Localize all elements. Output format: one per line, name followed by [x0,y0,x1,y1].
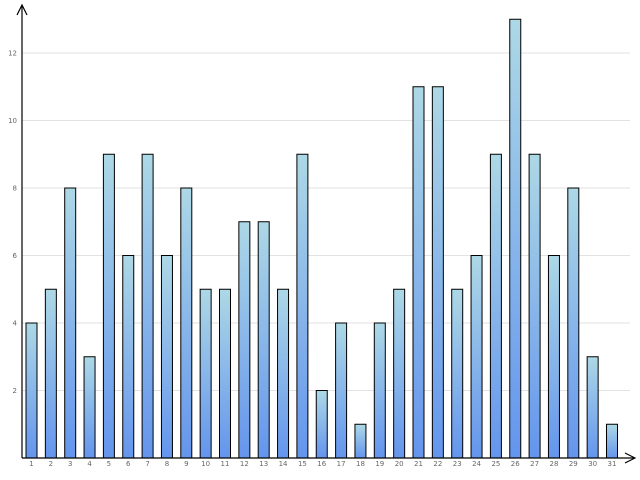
x-tick-label: 5 [107,460,111,468]
x-tick-label: 20 [395,460,404,468]
x-tick-label: 9 [184,460,188,468]
x-tick-label: 14 [279,460,288,468]
y-tick-label: 2 [13,387,17,395]
x-tick-label: 30 [588,460,597,468]
bar-11 [219,288,231,459]
x-axis-arrow [624,452,637,464]
bar-1 [25,322,38,459]
x-tick-label: 7 [145,460,149,468]
x-tick-label: 12 [240,460,249,468]
bar-29 [567,187,580,459]
bar-20 [393,288,406,459]
bar-8 [160,255,173,459]
x-tick-label: 29 [569,460,578,468]
x-tick-label: 11 [221,460,230,468]
axes [16,3,637,464]
y-tick-labels: 2 4 6 8 10 12 [8,50,17,396]
bar-18 [354,423,367,459]
x-tick-label: 10 [201,460,210,468]
bar-19 [373,322,386,459]
bar-5 [102,153,115,459]
y-tick-label: 4 [13,320,18,328]
bar-24 [470,255,483,459]
bar-31 [606,423,618,459]
x-tick-label: 27 [530,460,539,468]
x-tick-label: 28 [549,460,558,468]
bar-16 [315,390,328,459]
bar-4 [83,356,96,459]
bar-12 [238,221,251,459]
x-tick-label: 23 [453,460,462,468]
bar-2 [44,288,57,459]
bar-22 [431,86,444,459]
x-tick-label: 13 [259,460,268,468]
x-tick-labels: 1 2 3 4 5 6 7 8 9 10 11 12 13 14 15 16 17 18 19 20 21 22 23 24 2… [29,460,616,468]
x-tick-label: 18 [356,460,365,468]
bar-23 [451,288,464,459]
bar-30 [586,356,599,459]
x-tick-label: 2 [49,460,53,468]
y-tick-label: 12 [8,50,17,58]
bar-14 [277,288,290,459]
x-tick-label: 17 [337,460,346,468]
bar-3 [64,187,77,459]
x-tick-label: 26 [511,460,520,468]
bar-27 [528,153,541,459]
x-tick-label: 8 [165,460,169,468]
bar-21 [412,86,425,459]
x-tick-label: 19 [375,460,384,468]
x-tick-label: 6 [126,460,131,468]
bar-7 [141,153,154,459]
x-tick-label: 15 [298,460,307,468]
bar-10 [199,288,212,459]
bar-6 [122,255,135,459]
x-tick-label: 31 [608,460,617,468]
y-axis-arrow [16,3,28,16]
x-tick-label: 25 [491,460,500,468]
y-tick-label: 8 [13,185,17,193]
bar-13 [257,221,270,459]
x-tick-label: 3 [68,460,72,468]
bars [25,18,618,459]
x-tick-label: 21 [414,460,423,468]
x-tick-label: 1 [29,460,33,468]
bar-28 [547,255,560,459]
bar-17 [335,322,348,459]
x-tick-label: 4 [87,460,92,468]
bar-15 [296,153,309,459]
y-tick-label: 6 [13,252,18,260]
x-tick-label: 16 [317,460,326,468]
bar-26 [509,18,522,459]
x-tick-label: 24 [472,460,481,468]
bar-25 [489,153,502,459]
x-tick-label: 22 [433,460,442,468]
y-tick-label: 10 [8,117,17,125]
bar-9 [180,187,193,459]
